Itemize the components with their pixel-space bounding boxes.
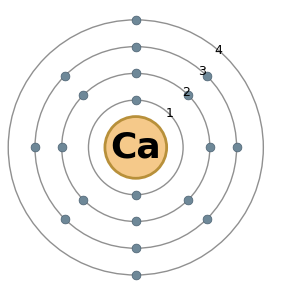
Text: 2: 2 <box>182 86 190 99</box>
Text: 3: 3 <box>198 65 206 78</box>
Point <box>133 44 138 49</box>
Point <box>133 219 138 224</box>
Point <box>133 192 138 197</box>
Point <box>208 145 212 150</box>
Circle shape <box>105 117 167 178</box>
Point <box>133 273 138 278</box>
Point <box>186 93 191 98</box>
Point <box>81 197 86 202</box>
Point <box>81 93 86 98</box>
Text: Ca: Ca <box>110 130 161 164</box>
Point <box>62 216 67 221</box>
Point <box>62 74 67 79</box>
Point <box>205 74 209 79</box>
Point <box>234 145 239 150</box>
Text: 1: 1 <box>166 107 173 120</box>
Point <box>133 71 138 76</box>
Point <box>133 17 138 22</box>
Text: 4: 4 <box>215 44 223 57</box>
Point <box>59 145 64 150</box>
Point <box>33 145 37 150</box>
Point <box>186 197 191 202</box>
Point <box>205 216 209 221</box>
Point <box>133 98 138 103</box>
Point <box>133 246 138 250</box>
